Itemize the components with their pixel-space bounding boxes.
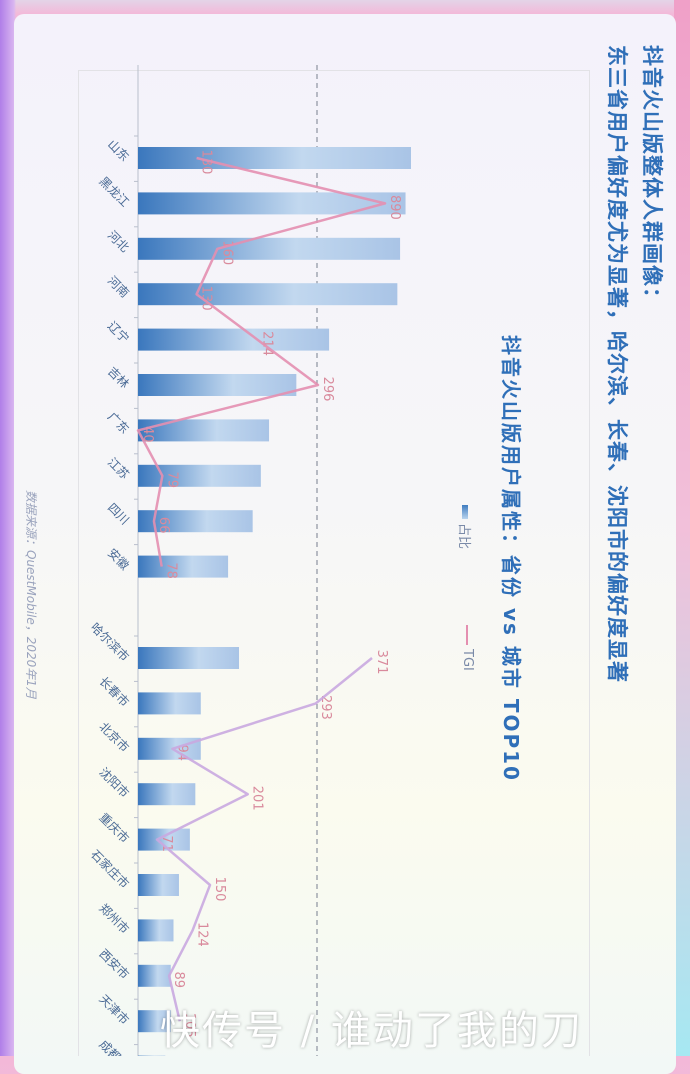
category-label: 郑州市 [96, 900, 132, 936]
bar-西安市 [138, 965, 171, 987]
category-label: 安徽 [105, 545, 133, 573]
tgi-label: 78 [164, 562, 179, 579]
data-source: 数据来源：QuestMobile，2020年1月 [23, 490, 40, 699]
bar-哈尔滨市 [138, 647, 239, 669]
bar-河南 [138, 283, 397, 305]
category-label: 河南 [105, 273, 133, 301]
tgi-line-provinces [138, 158, 385, 567]
bar-北京市 [138, 738, 201, 760]
bar-沈阳市 [138, 783, 195, 805]
category-label: 山东 [105, 137, 132, 164]
tgi-label: 890 [387, 195, 402, 220]
category-label: 重庆市 [96, 810, 132, 846]
category-label: 江苏 [105, 455, 132, 482]
category-label: 天津市 [96, 991, 132, 1027]
category-label: 北京市 [96, 719, 132, 755]
tgi-label: 201 [250, 786, 265, 811]
category-label: 吉林 [105, 364, 132, 391]
tgi-label: 79 [164, 472, 179, 489]
bar-河北 [138, 238, 400, 260]
category-label: 广东 [105, 410, 132, 437]
bar-辽宁 [138, 329, 329, 351]
category-label: 哈尔滨市 [88, 620, 133, 665]
bar-山东 [138, 147, 411, 169]
category-label: 四川 [105, 500, 132, 527]
category-label: 沈阳市 [96, 764, 132, 800]
category-label: 辽宁 [105, 318, 133, 346]
watermark: 快传号 / 谁动了我的刀 [160, 998, 583, 1056]
bar-石家庄市 [138, 874, 179, 896]
bar-长春市 [138, 692, 201, 714]
category-label: 河北 [105, 228, 132, 255]
tgi-label: 296 [320, 377, 335, 402]
bar-黑龙江 [138, 192, 406, 214]
category-label: 长春市 [96, 673, 132, 709]
bar-安徽 [138, 556, 228, 578]
category-label: 黑龙江 [96, 174, 131, 209]
bar-吉林 [138, 374, 296, 396]
category-label: 西安市 [96, 946, 132, 982]
tgi-label: 150 [212, 877, 227, 902]
tgi-label: 124 [195, 922, 210, 947]
tgi-label: 66 [156, 517, 171, 534]
category-label: 成都市 [96, 1037, 132, 1056]
tgi-label: 371 [374, 650, 389, 675]
category-label: 石家庄市 [88, 847, 133, 892]
tgi-label: 89 [171, 972, 186, 989]
bar-郑州市 [138, 919, 173, 941]
bar-江苏 [138, 465, 261, 487]
bar-广东 [138, 419, 269, 441]
